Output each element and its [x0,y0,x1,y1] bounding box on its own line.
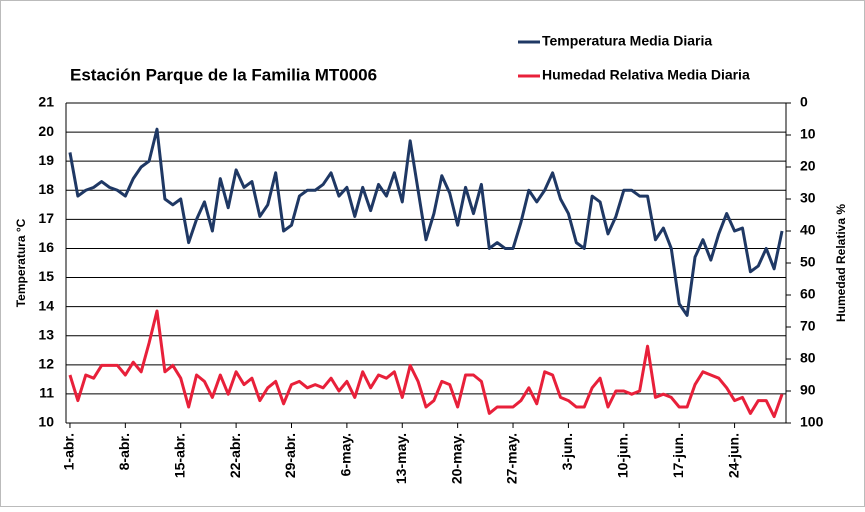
y2-tick-label: 60 [800,286,816,302]
y-tick-label: 18 [38,181,54,197]
y2-tick-label: 100 [800,414,824,430]
series-line [68,127,784,317]
x-tick-label: 17-jun. [670,433,686,478]
x-tick-label: 6-may. [338,433,354,476]
series-line [68,309,784,419]
legend-label: Humedad Relativa Media Diaria [542,67,750,83]
x-tick-label: 24-jun. [725,433,741,478]
y2-tick-label: 20 [800,158,816,174]
x-tick-label: 20-may. [448,433,464,484]
y-tick-label: 10 [38,414,54,430]
x-tick-label: 15-abr. [171,433,187,478]
y2-tick-label: 70 [800,318,816,334]
y-tick-label: 13 [38,326,54,342]
chart-title: Estación Parque de la Familia MT0006 [70,65,377,84]
y2-tick-label: 40 [800,222,816,238]
y-tick-label: 19 [38,152,54,168]
x-tick-label: 13-may. [393,433,409,484]
y-tick-label: 15 [38,268,54,284]
y-tick-label: 17 [38,210,54,226]
x-tick-label: 29-abr. [282,433,298,478]
y-tick-label: 12 [38,356,54,372]
legend-label: Temperatura Media Diaria [542,33,712,49]
x-tick-label: 22-abr. [227,433,243,478]
x-tick-label: 10-jun. [615,433,631,478]
y-axis-label: Temperatura °C [14,218,28,307]
y-tick-label: 16 [38,239,54,255]
y2-axis-label: Humedad Relativa % [834,204,848,322]
y-tick-label: 11 [39,385,54,401]
y2-tick-label: 30 [800,190,816,206]
y2-tick-label: 50 [800,254,816,270]
y-tick-label: 20 [38,123,54,139]
y-tick-label: 14 [38,297,54,313]
y2-tick-label: 80 [800,350,816,366]
y2-tick-label: 90 [800,382,816,398]
x-tick-label: 8-abr. [116,433,132,470]
y2-tick-label: 0 [800,94,808,110]
x-tick-label: 1-abr. [61,433,77,470]
y2-tick-label: 10 [800,126,816,142]
x-tick-label: 27-may. [504,433,520,484]
x-tick-label: 3-jun. [559,433,575,470]
y-tick-label: 21 [38,94,54,110]
